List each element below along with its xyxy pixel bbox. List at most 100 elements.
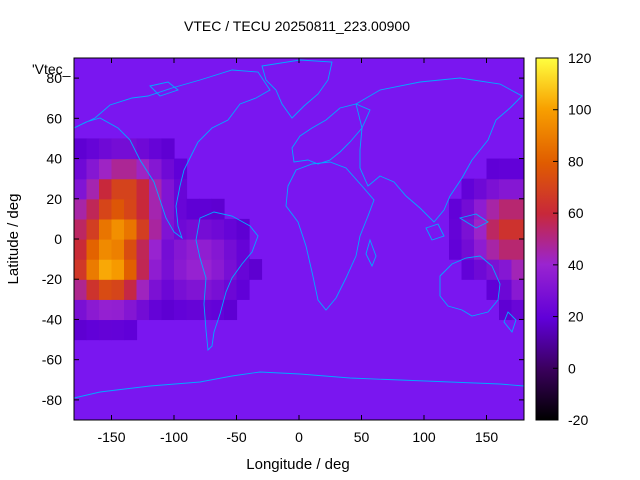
colorbar-tick-label: -20 [568,412,588,428]
heatmap-cell [149,218,163,240]
heatmap-cell [186,198,200,220]
heatmap-cell [99,218,113,240]
x-tick-label: -150 [97,429,125,445]
heatmap-cell [74,198,88,220]
heatmap-cell [511,198,524,220]
heatmap-cell [86,259,100,280]
heatmap-cell [86,198,100,220]
heatmap-cell [499,218,513,240]
heatmap-cell [149,259,163,280]
heatmap-cell [161,178,175,200]
heatmap-cell [149,279,163,300]
heatmap-cell [461,178,475,200]
heatmap-cell [224,299,238,321]
heatmap-cell [236,279,250,300]
heatmap-cell [199,218,213,240]
heatmap-cell [74,138,88,160]
colorbar-tick-label: 40 [568,257,584,273]
heatmap-cell [124,239,138,260]
heatmap-cell [99,259,113,280]
heatmap-cell [474,198,488,220]
y-tick-label: -20 [42,271,62,287]
heatmap-cell [461,218,475,240]
heatmap-cell [111,218,125,240]
heatmap-cell [186,259,200,280]
x-tick-label: 0 [295,429,303,445]
heatmap-cell [99,299,113,321]
chart-title: VTEC / TECU 20250811_223.00900 [184,18,410,34]
heatmap-cell [74,299,88,321]
x-axis-label: Longitude / deg [246,456,349,473]
heatmap-cell [486,239,500,260]
heatmap-cell [511,239,524,260]
heatmap-cell [111,198,125,220]
heatmap-cell [474,178,488,200]
heatmap-cell [111,158,125,180]
heatmap-cell [74,158,88,180]
heatmap-cell [124,218,138,240]
heatmap-cell [449,239,463,260]
heatmap-cell [474,239,488,260]
heatmap-cell [124,279,138,300]
x-tick-label: -50 [226,429,246,445]
heatmap-cell [136,178,150,200]
heatmap-cell [174,259,188,280]
coastline-antarctica [74,371,524,399]
heatmap-cell [236,259,250,280]
heatmap-cell [486,178,500,200]
heatmap-cell [461,259,475,280]
y-axis: -80 -60 -40 -20 0 20 40 60 80 [42,70,524,408]
heatmap-cell [86,218,100,240]
heatmap-cell [111,299,125,321]
heatmap-cell [161,138,175,160]
heatmap-cell [211,239,225,260]
heatmap-cell [186,279,200,300]
heatmap-cell [99,319,113,341]
heatmap-cell [186,239,200,260]
heatmap-cell [124,299,138,321]
x-tick-label: 50 [354,429,370,445]
heatmap-cell [211,198,225,220]
coastline-islands [149,81,517,333]
coastline-greenland [261,59,333,119]
heatmap-cell [474,259,488,280]
coastline-south-america [195,211,259,351]
heatmap-cell [211,259,225,280]
heatmap-cell [74,319,88,341]
heatmap-cell [86,239,100,260]
heatmap-cell [149,198,163,220]
heatmap-cell [149,158,163,180]
coastline-north-america [74,69,271,240]
heatmap-cell [161,158,175,180]
heatmap-cell [161,259,175,280]
y-tick-label: -40 [42,311,62,327]
heatmap-cell [224,259,238,280]
heatmap-cell [486,218,500,240]
heatmap-cell [486,158,500,180]
heatmap-cell [499,158,513,180]
heatmap-cell [74,218,88,240]
y-axis-label: Latitude / deg [5,194,22,285]
heatmap-cell [199,198,213,220]
colorbar-tick-label: 60 [568,205,584,221]
heatmap-cell [99,158,113,180]
heatmap-cell [499,198,513,220]
heatmap-cell [86,319,100,341]
heatmap-cell [136,218,150,240]
heatmap-cell [186,299,200,321]
heatmap-cell [174,239,188,260]
heatmap-cell [149,299,163,321]
heatmap-cell [74,178,88,200]
heatmap-cell [511,299,524,321]
heatmap-cell [86,299,100,321]
heatmap-cell [124,178,138,200]
y-tick-label: -60 [42,352,62,368]
heatmap-cell [111,319,125,341]
heatmap-cell [136,138,150,160]
heatmap-cell [111,279,125,300]
x-tick-label: 100 [412,429,436,445]
heatmap-cell [486,279,500,300]
coastlines [74,59,524,399]
heatmap-cell [486,198,500,220]
legend-label: 'Vtec_ [32,61,71,77]
